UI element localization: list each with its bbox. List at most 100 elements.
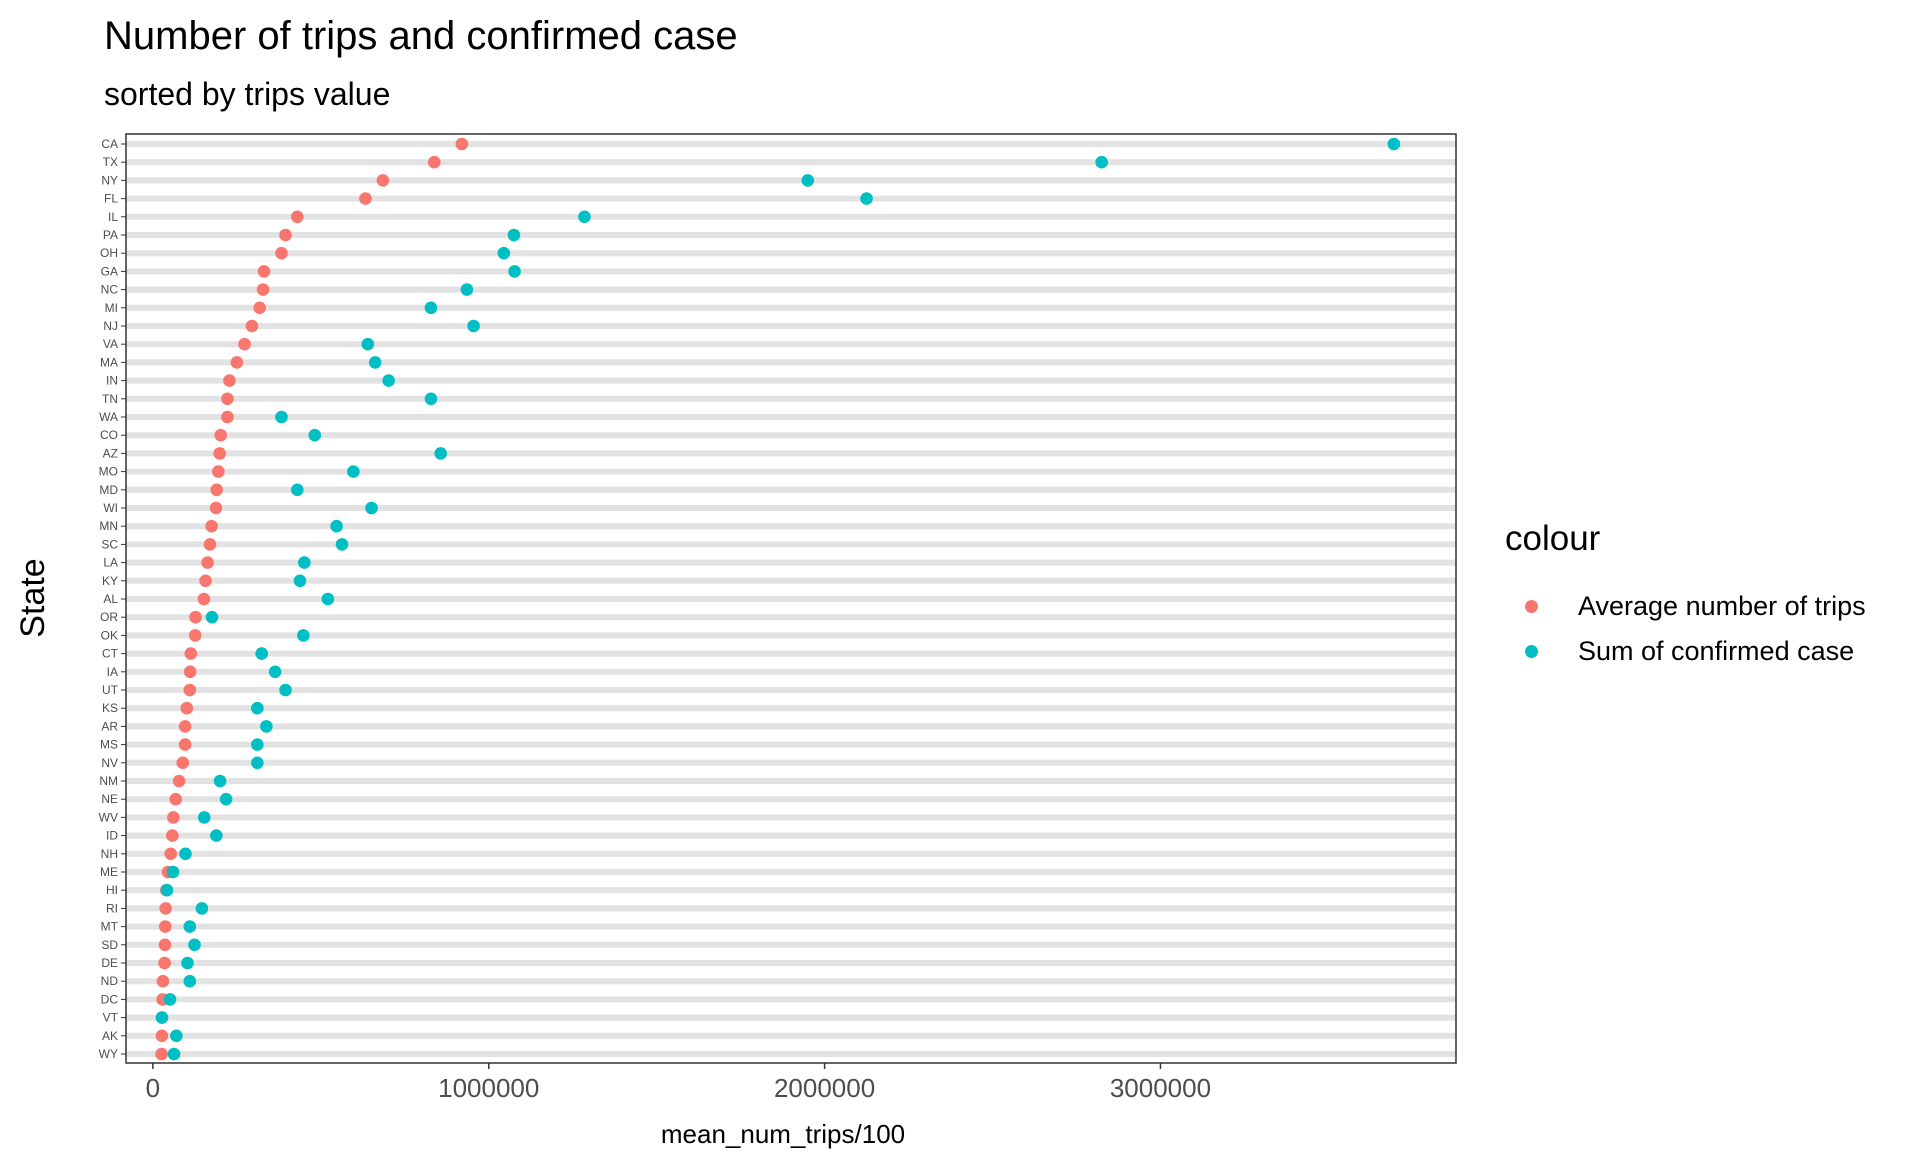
cases-point-al (321, 592, 335, 606)
x-axis-ticks: 0 1000000 2000000 3000000 (146, 1063, 1211, 1103)
y-tick-label: SD (101, 938, 118, 952)
trips-point-ny (376, 174, 390, 187)
cases-point-nv (251, 756, 264, 770)
cases-point-pa (507, 228, 521, 242)
trips-point-wv (167, 811, 180, 824)
y-tick-label: MO (99, 465, 118, 479)
cases-point-ks (251, 701, 264, 715)
legend-item-cases: Sum of confirmed case (1525, 631, 1854, 671)
y-tick-label: OK (101, 628, 118, 642)
y-tick-label: KY (102, 574, 118, 588)
cases-point-nm (213, 774, 227, 788)
trips-point-wa (221, 410, 234, 424)
cases-point-wa (275, 410, 288, 424)
data-points (155, 137, 1401, 1061)
cases-point-co (308, 428, 322, 442)
trips-point-nc (256, 283, 270, 296)
y-tick-label: NJ (103, 319, 118, 333)
cases-point-me (166, 865, 180, 879)
trips-point-id (166, 829, 179, 842)
chart-title: Number of trips and confirmed case (104, 14, 738, 58)
cases-point-ma (368, 356, 382, 369)
trips-point-ok (188, 629, 202, 642)
x-tick-label: 3000000 (1110, 1073, 1211, 1103)
y-tick-label: WA (99, 410, 118, 424)
y-tick-label: IA (107, 665, 118, 679)
trips-point-ne (169, 792, 183, 806)
y-tick-label: DC (101, 992, 119, 1006)
y-tick-label: ID (106, 829, 118, 843)
x-tick-label: 2000000 (774, 1073, 875, 1103)
y-tick-label: WV (99, 810, 118, 824)
trips-point-de (158, 956, 171, 970)
trips-point-sc (203, 538, 217, 551)
y-axis-title: State (14, 558, 52, 637)
cases-point-nh (179, 847, 192, 861)
cases-point-oh (497, 246, 511, 260)
cases-point-il (578, 210, 591, 224)
cases-point-sc (335, 538, 349, 551)
cases-point-mo (347, 465, 360, 478)
trips-point-la (201, 556, 214, 569)
y-tick-label: PA (103, 228, 118, 242)
cases-point-ar (260, 720, 273, 733)
y-tick-label: MI (105, 301, 118, 315)
y-tick-label: KS (102, 701, 118, 715)
y-tick-label: OR (100, 610, 118, 624)
trips-point-az (213, 447, 227, 460)
trips-point-in (223, 374, 236, 387)
y-tick-label: IL (108, 210, 118, 224)
y-tick-label: LA (103, 556, 118, 570)
trips-point-mo (212, 465, 225, 478)
cases-point-de (181, 956, 194, 970)
trips-point-nm (172, 774, 186, 788)
cases-point-ga (508, 265, 521, 278)
trips-point-pa (279, 228, 292, 242)
trips-point-ms (178, 738, 192, 751)
trips-point-ca (455, 137, 469, 151)
cases-point-hi (160, 883, 174, 897)
cases-point-mt (183, 920, 197, 933)
trips-point-wy (155, 1047, 168, 1061)
trips-point-tx (428, 155, 441, 169)
y-tick-label: WY (99, 1047, 118, 1061)
y-tick-label: ME (100, 865, 118, 879)
trips-point-fl (359, 192, 372, 205)
cases-point-dc (163, 993, 177, 1006)
cases-point-ri (195, 902, 209, 915)
trips-point-ky (199, 574, 212, 588)
y-tick-label: NH (101, 847, 118, 861)
trips-point-ga (257, 265, 271, 278)
y-tick-label: UT (102, 683, 119, 697)
cases-point-wv (197, 811, 211, 824)
y-tick-label: MA (100, 355, 118, 369)
x-tick-label: 0 (146, 1073, 160, 1103)
cases-point-in (382, 374, 395, 387)
y-tick-label: MN (99, 519, 118, 533)
y-tick-label: CA (101, 137, 118, 151)
cases-point-ne (219, 792, 233, 806)
trips-point-al (197, 592, 211, 606)
cases-point-ca (1387, 137, 1401, 151)
legend-label-trips: Average number of trips (1578, 590, 1866, 621)
chart-subtitle: sorted by trips value (104, 76, 391, 112)
y-tick-label: TX (103, 155, 118, 169)
cases-point-mn (330, 519, 343, 533)
y-tick-label: NC (101, 283, 119, 297)
cases-point-ny (801, 174, 815, 187)
y-tick-label: NY (101, 173, 118, 187)
trips-point-co (214, 428, 228, 442)
cases-point-ct (255, 647, 268, 660)
cases-point-va (361, 337, 375, 351)
x-tick-label: 1000000 (438, 1073, 539, 1103)
cases-point-sd (188, 938, 201, 952)
legend-title: colour (1505, 519, 1601, 558)
y-tick-label: MD (99, 483, 118, 497)
legend-item-trips: Average number of trips (1525, 586, 1866, 626)
cases-point-vt (155, 1011, 169, 1024)
cases-point-ms (251, 738, 264, 751)
trips-point-md (210, 483, 223, 497)
trips-point-nj (245, 319, 259, 333)
y-tick-label: CT (102, 647, 119, 661)
